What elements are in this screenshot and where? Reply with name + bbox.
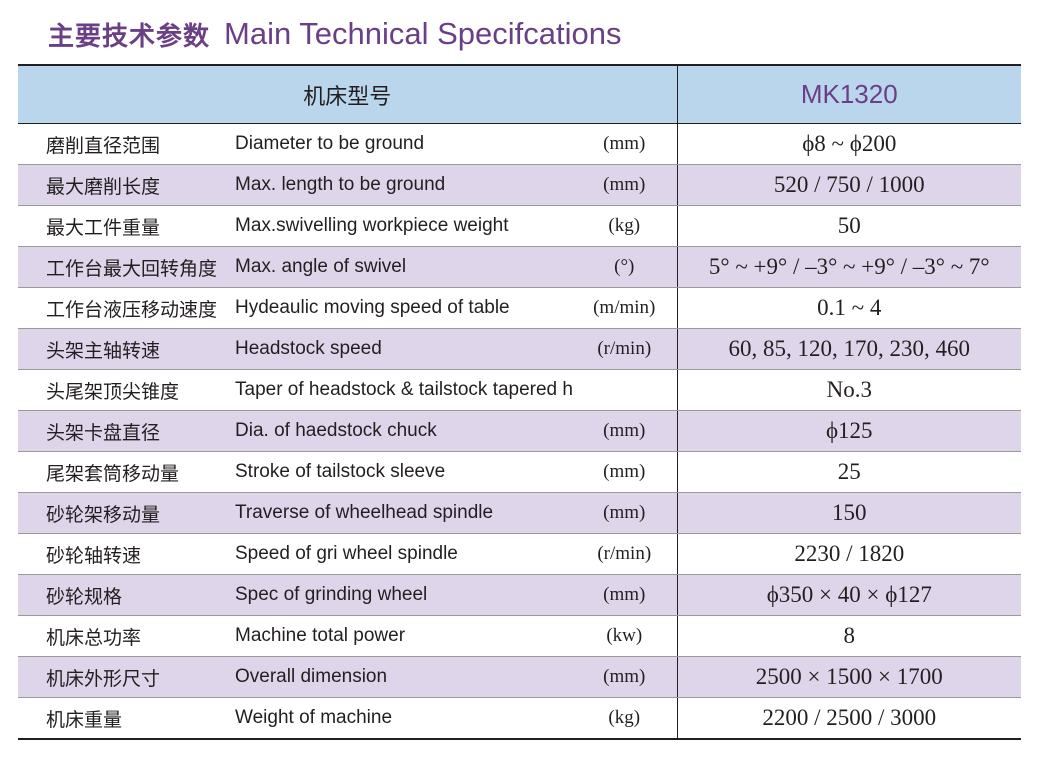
spec-name-chinese: 机床总功率 (18, 615, 235, 657)
spec-value: 2500 × 1500 × 1700 (677, 656, 1022, 698)
spec-unit: (m/min) (572, 287, 678, 329)
spec-name-english: Dia. of haedstock chuck (235, 410, 572, 452)
spec-name-chinese: 砂轮规格 (18, 574, 235, 616)
spec-name-english: Hydeaulic moving speed of table (235, 287, 572, 329)
spec-value: 0.1 ~ 4 (677, 287, 1022, 329)
spec-name-english: Diameter to be ground (235, 123, 572, 165)
spec-name-chinese: 机床外形尺寸 (18, 656, 235, 698)
spec-value: ϕ125 (677, 410, 1022, 452)
table-row: 头架主轴转速 Headstock speed (r/min) 60, 85, 120,… (18, 328, 1022, 370)
page-title: 主要技术参数 Main Technical Specifcations (48, 14, 622, 54)
spec-unit: (mm) (572, 451, 678, 493)
spec-name-english: Stroke of tailstock sleeve (235, 451, 572, 493)
spec-value: ϕ350 × 40 × ϕ127 (677, 574, 1022, 616)
spec-value: 8 (677, 615, 1022, 657)
spec-unit: (mm) (572, 164, 678, 206)
spec-unit: (r/min) (572, 533, 678, 575)
spec-unit (572, 369, 678, 411)
spec-unit: (kg) (572, 205, 678, 247)
spec-value: 150 (677, 492, 1022, 534)
spec-name-chinese: 头架主轴转速 (18, 328, 235, 370)
table-row: 机床外形尺寸 Overall dimension (mm) 2500 × 1500 ×… (18, 656, 1022, 698)
spec-name-chinese: 头尾架顶尖锥度 (18, 369, 235, 411)
spec-name-chinese: 头架卡盘直径 (18, 410, 235, 452)
spec-name-english: Machine total power (235, 615, 572, 657)
table-row: 砂轮规格 Spec of grinding wheel (mm) ϕ350 × 40 … (18, 574, 1022, 616)
table-row: 最大工件重量 Max.swivelling workpiece weight (kg… (18, 205, 1022, 247)
spec-table: 机床型号 MK1320 磨削直径范围 Diameter to be ground(… (18, 64, 1022, 740)
spec-value: No.3 (677, 369, 1022, 411)
spec-table-body: 磨削直径范围 Diameter to be ground (mm) ϕ8 ~ ϕ200… (18, 123, 1022, 740)
spec-name-english: Taper of headstock & tailstock tapered h… (235, 369, 572, 411)
spec-value: 5° ~ +9° / –3° ~ +9° / –3° ~ 7° (677, 246, 1022, 288)
spec-value: 50 (677, 205, 1022, 247)
title-english: Main Technical Specifcations (224, 16, 622, 51)
spec-name-english: Spec of grinding wheel (235, 574, 572, 616)
table-row: 头架卡盘直径 Dia. of haedstock chuck (mm) ϕ125 (18, 410, 1022, 452)
spec-value: 2230 / 1820 (677, 533, 1022, 575)
title-chinese: 主要技术参数 (48, 21, 211, 52)
table-row: 最大磨削长度 Max. length to be ground (mm) 520 / … (18, 164, 1022, 206)
header-machine-model-label: 机床型号 (18, 64, 678, 124)
spec-name-chinese: 磨削直径范围 (18, 123, 235, 165)
spec-unit: (kw) (572, 615, 678, 657)
spec-name-chinese: 砂轮轴转速 (18, 533, 235, 575)
spec-name-english: Speed of gri wheel spindle (235, 533, 572, 575)
spec-name-chinese: 工作台液压移动速度 (18, 287, 235, 329)
spec-value: 520 / 750 / 1000 (677, 164, 1022, 206)
table-header-row: 机床型号 MK1320 (18, 64, 1022, 124)
table-row: 工作台最大回转角度 Max. angle of swivel (°) 5° ~ +9°… (18, 246, 1022, 288)
table-row: 磨削直径范围 Diameter to be ground (mm) ϕ8 ~ ϕ200 (18, 123, 1022, 165)
table-row: 尾架套筒移动量 Stroke of tailstock sleeve (mm) 25 (18, 451, 1022, 493)
table-row: 头尾架顶尖锥度 Taper of headstock & tailstock ta… (18, 369, 1022, 411)
spec-unit: (mm) (572, 123, 678, 165)
spec-unit: (°) (572, 246, 678, 288)
spec-name-english: Max. angle of swivel (235, 246, 572, 288)
spec-name-english: Weight of machine (235, 697, 572, 740)
spec-name-english: Headstock speed (235, 328, 572, 370)
spec-unit: (kg) (572, 697, 678, 740)
table-row: 机床重量 Weight of machine (kg) 2200 / 2500 / 3… (18, 697, 1022, 740)
spec-value: 25 (677, 451, 1022, 493)
spec-name-chinese: 最大磨削长度 (18, 164, 235, 206)
spec-unit: (mm) (572, 492, 678, 534)
spec-name-chinese: 砂轮架移动量 (18, 492, 235, 534)
header-model-number: MK1320 (677, 64, 1022, 124)
spec-unit: (mm) (572, 574, 678, 616)
spec-name-chinese: 尾架套筒移动量 (18, 451, 235, 493)
spec-name-english: Max. length to be ground (235, 164, 572, 206)
spec-name-english: Traverse of wheelhead spindle (235, 492, 572, 534)
spec-name-chinese: 最大工件重量 (18, 205, 235, 247)
table-row: 砂轮架移动量 Traverse of wheelhead spindle (mm) 1… (18, 492, 1022, 534)
table-row: 工作台液压移动速度 Hydeaulic moving speed of table… (18, 287, 1022, 329)
table-row: 机床总功率 Machine total power (kw) 8 (18, 615, 1022, 657)
spec-value: 2200 / 2500 / 3000 (677, 697, 1022, 740)
spec-value: 60, 85, 120, 170, 230, 460 (677, 328, 1022, 370)
spec-value: ϕ8 ~ ϕ200 (677, 123, 1022, 165)
table-row: 砂轮轴转速 Speed of gri wheel spindle (r/min) 22… (18, 533, 1022, 575)
spec-unit: (mm) (572, 656, 678, 698)
spec-name-english: Max.swivelling workpiece weight (235, 205, 572, 247)
spec-name-chinese: 机床重量 (18, 697, 235, 740)
spec-unit: (r/min) (572, 328, 678, 370)
spec-name-english: Overall dimension (235, 656, 572, 698)
spec-name-chinese: 工作台最大回转角度 (18, 246, 235, 288)
spec-unit: (mm) (572, 410, 678, 452)
